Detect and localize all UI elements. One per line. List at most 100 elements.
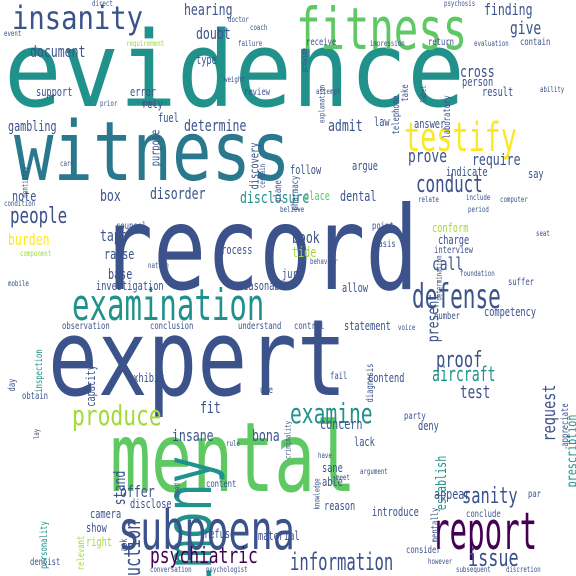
word-personality: personality <box>39 521 51 569</box>
word-material: material <box>258 529 300 543</box>
word-jury: jury <box>282 267 303 281</box>
word-take: take <box>400 84 412 102</box>
word-provide: provide <box>299 47 309 73</box>
word-include: include <box>466 193 491 202</box>
word-psychiatric: psychiatric <box>150 544 258 569</box>
word-result: result <box>482 85 514 99</box>
word-seat: seat <box>536 229 550 238</box>
word-interview: interview <box>434 245 474 256</box>
word-law: law <box>374 115 390 129</box>
word-day: day <box>7 378 19 392</box>
word-relevant: relevant <box>76 535 88 571</box>
word-sane: sane <box>322 461 343 475</box>
word-call: call <box>432 254 464 275</box>
word-examination: examination <box>72 280 265 331</box>
word-requirement: requirement <box>126 39 165 48</box>
word-return: return <box>428 37 455 48</box>
word-report: report <box>432 502 538 562</box>
word-determine: determine <box>184 116 247 135</box>
word-admit: admit <box>328 116 363 135</box>
word-lack: lack <box>354 435 375 449</box>
word-however: however <box>428 557 453 566</box>
word-examine: examine <box>290 397 373 430</box>
word-conversation: conversation <box>150 565 192 574</box>
word-rule: rule <box>226 439 240 448</box>
word-deny: deny <box>418 419 439 433</box>
word-tape: tape <box>100 226 128 245</box>
word-bona: bona <box>252 426 280 445</box>
word-direct: direct <box>92 0 113 8</box>
word-fail: fail <box>330 371 348 382</box>
word-aircraft: aircraft <box>432 362 496 386</box>
word-believe: believe <box>280 205 305 214</box>
word-meet: meet <box>336 473 350 482</box>
word-process: process <box>216 243 253 257</box>
word-introduce: introduce <box>372 505 419 519</box>
word-tide: tide <box>292 245 317 261</box>
word-conduct: conduct <box>416 170 483 198</box>
word-use: use <box>260 385 274 396</box>
word-impression: impression <box>370 39 405 48</box>
word-capacity: capacity <box>83 365 98 407</box>
word-offer: offer <box>120 482 155 501</box>
word-inspection: inspection <box>34 349 46 393</box>
word-insanity: insanity <box>12 0 144 37</box>
word-discretion: discretion <box>506 565 541 574</box>
word-fitness: fitness <box>296 0 468 63</box>
word-disorder: disorder <box>150 184 206 203</box>
word-basis: basis <box>374 239 396 250</box>
word-document: document <box>30 42 86 61</box>
word-fuel: fuel <box>158 111 179 125</box>
word-need: need <box>172 483 182 497</box>
word-record: record <box>100 182 419 317</box>
word-statement: statement <box>344 319 391 333</box>
word-component: component <box>20 249 52 258</box>
word-place: place <box>304 189 331 203</box>
word-say: say <box>528 167 544 181</box>
word-finding: finding <box>484 0 533 19</box>
word-proof: proof <box>436 348 483 373</box>
word-hearing: hearing <box>184 0 233 19</box>
word-defense: defense <box>412 277 501 317</box>
word-people: people <box>10 204 68 229</box>
word-explanation: explanation <box>317 84 327 124</box>
word-cross: cross <box>460 62 495 81</box>
word-gambling: gambling <box>8 119 57 135</box>
word-answer: answer <box>414 117 446 131</box>
word-computer: computer <box>500 195 528 204</box>
word-consider: consider <box>406 545 441 556</box>
word-knowledge: knowledge <box>312 478 322 510</box>
word-event: event <box>4 29 22 38</box>
word-understand: understand <box>238 321 282 332</box>
word-dentist: dentist <box>30 557 61 568</box>
word-person: person <box>462 75 494 89</box>
word-allow: allow <box>342 281 369 295</box>
word-box: box <box>100 186 121 205</box>
word-burden: burden <box>8 230 50 249</box>
word-number: number <box>434 311 461 322</box>
word-coach: coach <box>250 23 268 32</box>
word-charge: charge <box>438 233 470 247</box>
word-psychosis: psychosis <box>444 0 476 8</box>
word-card: card <box>60 159 74 168</box>
word-contend: contend <box>368 371 405 385</box>
word-mobile: mobile <box>8 279 29 288</box>
word-concern: concern <box>320 417 363 433</box>
word-issue: issue <box>468 544 519 572</box>
word-doctor: doctor <box>228 15 249 24</box>
word-lay: lay <box>32 428 42 440</box>
word-ability: ability <box>540 85 565 94</box>
word-exhibit: exhibit <box>128 371 165 385</box>
word-subpoena: subpoena <box>118 499 295 562</box>
word-mental: mental <box>110 402 357 514</box>
word-counsel: counsel <box>116 221 147 232</box>
word-expert: expert <box>48 297 347 420</box>
word-certain: certain <box>257 163 267 189</box>
word-criminality: criminality <box>283 420 293 460</box>
word-conform: conform <box>432 221 469 235</box>
word-give: give <box>510 18 542 39</box>
word-behavior: behavior <box>310 257 338 266</box>
word-content: content <box>206 479 237 490</box>
word-foundation: foundation <box>460 269 495 278</box>
